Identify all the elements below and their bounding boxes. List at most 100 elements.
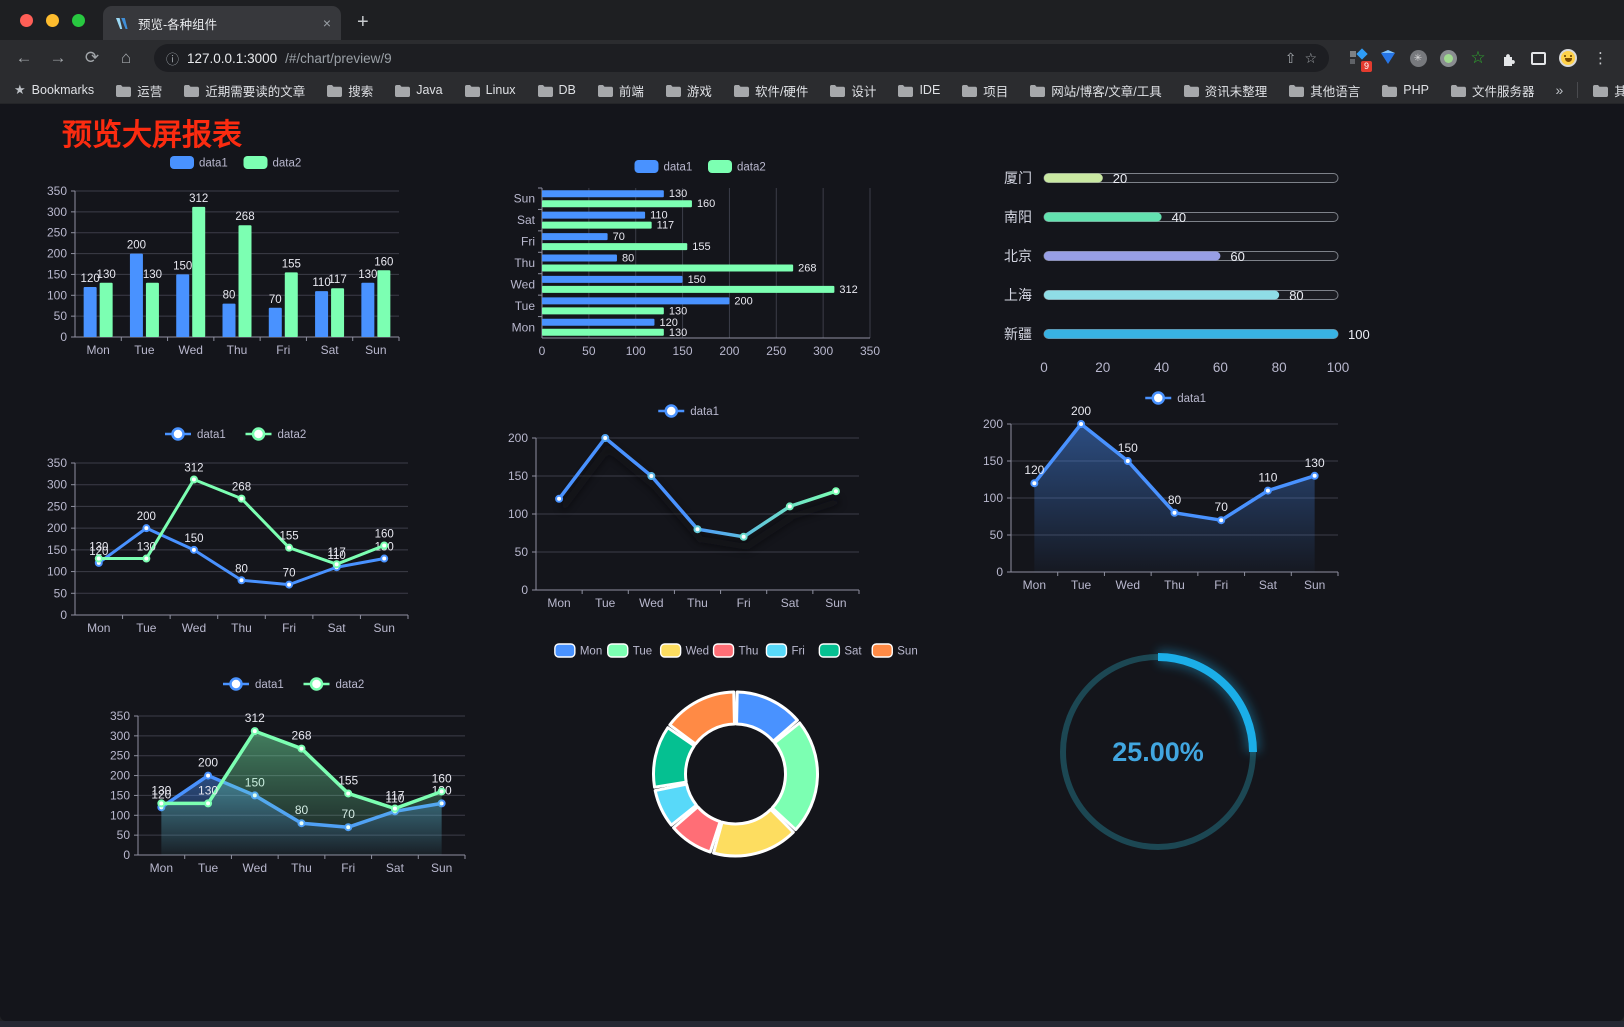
minimize-window-button[interactable] xyxy=(46,13,59,27)
svg-text:80: 80 xyxy=(1289,288,1303,303)
svg-text:268: 268 xyxy=(291,729,311,743)
chart-area-two-series[interactable]: data1 data2 0 50 100 150 200 250 300 350 Mon Tue Wed… xyxy=(88,668,503,888)
bookmark-folder[interactable]: 搜索 xyxy=(326,81,373,100)
bookmark-folder[interactable]: 网站/博客/文章/工具 xyxy=(1029,81,1162,100)
folder-icon xyxy=(1030,84,1046,97)
svg-text:110: 110 xyxy=(312,277,330,289)
svg-text:0: 0 xyxy=(123,848,130,862)
pie-slice-Tue xyxy=(770,721,819,832)
series-data2: 130 130 312 268 155 117 160 xyxy=(97,193,393,337)
svg-text:北京: 北京 xyxy=(1004,248,1032,264)
chart-progress-bars[interactable]: 厦门 20 南阳 40 北京 60 上海 80 新疆 100 0 20 40 60 80 100 xyxy=(988,158,1373,388)
svg-text:Wed: Wed xyxy=(639,596,663,610)
folder-icon xyxy=(1382,84,1398,97)
pie-slice-Fri xyxy=(653,782,698,827)
svg-text:Sat: Sat xyxy=(1259,578,1278,592)
chart-area-single[interactable]: data1 0 50 100 150 200 Mon Tue Wed Thu Fri Sat Sun 12… xyxy=(975,386,1380,601)
reload-icon[interactable]: ⟳ xyxy=(84,48,100,67)
svg-text:117: 117 xyxy=(327,547,345,559)
svg-text:data1: data1 xyxy=(664,162,693,174)
bookmark-folder[interactable]: 项目 xyxy=(961,81,1008,100)
svg-text:120: 120 xyxy=(89,546,108,558)
series-data2: 130 130 312 268 155 117 160 xyxy=(89,463,394,569)
svg-text:110: 110 xyxy=(385,791,404,805)
bookmark-folder[interactable]: 文件服务器 xyxy=(1450,81,1534,100)
svg-text:150: 150 xyxy=(673,344,693,358)
bookmark-folder[interactable]: Java xyxy=(394,81,443,100)
home-icon[interactable]: ⌂ xyxy=(120,48,132,67)
bookmark-folder[interactable]: 近期需要读的文章 xyxy=(183,81,305,100)
svg-text:厦门: 厦门 xyxy=(1004,170,1032,186)
svg-text:Tue: Tue xyxy=(136,621,157,635)
bookmark-folder[interactable]: 软件/硬件 xyxy=(733,81,808,100)
site-info-icon[interactable]: ⓘ xyxy=(166,51,180,67)
window-bottom-edge xyxy=(0,1021,1624,1027)
svg-text:Thu: Thu xyxy=(514,256,535,270)
svg-text:150: 150 xyxy=(47,267,67,281)
svg-text:312: 312 xyxy=(839,284,857,296)
svg-text:50: 50 xyxy=(515,545,529,559)
bookmark-folder[interactable]: 前端 xyxy=(597,81,644,100)
legend: Mon Tue Wed Thu Fri Sat Sun xyxy=(554,643,918,658)
share-icon[interactable]: ⇧ xyxy=(1284,49,1297,66)
address-bar[interactable]: ⓘ 127.0.0.1:3000 /#/chart/preview/9 ⇧ ☆ xyxy=(154,44,1329,72)
bookmark-folder[interactable]: Linux xyxy=(464,81,516,100)
svg-text:Wed: Wed xyxy=(243,861,267,875)
bookmark-folder[interactable]: 其他语言 xyxy=(1288,81,1360,100)
browser-tab[interactable]: 预览-各种组件 × xyxy=(103,6,341,40)
svg-text:data2: data2 xyxy=(336,679,365,691)
bookmark-folder[interactable]: 设计 xyxy=(829,81,876,100)
back-icon[interactable]: ← xyxy=(15,48,33,67)
forward-icon[interactable]: → xyxy=(49,48,67,67)
chart-horizontal-bar[interactable]: data1 data2 0 50 100 150 200 250 300 350 Mon 120 130… xyxy=(498,150,906,368)
svg-text:70: 70 xyxy=(269,294,282,306)
chart-gradient-line[interactable]: data1 0 50 100 150 200 Mon Tue Wed Thu Fri Sat Sun xyxy=(488,398,893,613)
bookmarks-manager[interactable]: ★ Bookmarks xyxy=(14,82,94,98)
svg-text:60: 60 xyxy=(1213,360,1228,375)
bookmark-star-icon[interactable]: ☆ xyxy=(1304,49,1317,66)
new-tab-button[interactable]: + xyxy=(357,11,369,33)
svg-text:250: 250 xyxy=(110,749,130,763)
svg-text:130: 130 xyxy=(137,542,156,554)
extension-star-icon[interactable]: ☆ xyxy=(1470,48,1486,67)
bookmark-folder[interactable]: 运营 xyxy=(115,81,162,100)
extension-gem-icon[interactable] xyxy=(1379,49,1397,67)
chart-line-two-series[interactable]: data1 data2 0 50 100 150 200 250 300 350 Mon Tue Wed… xyxy=(30,418,445,638)
series-data2: 130 130 312 268 155 117 160 xyxy=(151,711,452,855)
close-window-button[interactable] xyxy=(20,13,33,27)
svg-text:268: 268 xyxy=(232,482,251,494)
svg-text:130: 130 xyxy=(1305,456,1325,470)
bookmark-folder[interactable]: PHP xyxy=(1381,81,1429,100)
side-panel-icon[interactable] xyxy=(1529,49,1547,67)
maximize-window-button[interactable] xyxy=(72,13,85,27)
extension-disabled-icon[interactable]: ✳ xyxy=(1409,49,1427,67)
series-data1: 120 200 150 80 70 110 130 xyxy=(1024,404,1325,572)
svg-text:130: 130 xyxy=(669,327,687,339)
chart-grouped-bar[interactable]: data1 data2 0 50 100 150 200 250 300 350 Mon Tue Wed… xyxy=(30,146,445,366)
bookmarks-overflow-chevron[interactable]: » xyxy=(1555,82,1564,98)
svg-text:268: 268 xyxy=(798,263,816,275)
svg-text:Sun: Sun xyxy=(431,861,452,875)
svg-text:0: 0 xyxy=(521,583,528,597)
chart-gauge[interactable]: 25.00% xyxy=(1038,638,1278,868)
svg-text:上海: 上海 xyxy=(1004,287,1032,303)
svg-text:Sun: Sun xyxy=(365,343,386,357)
bookmark-folder[interactable]: 资讯未整理 xyxy=(1183,81,1267,100)
bookmark-folder[interactable]: DB xyxy=(537,81,576,100)
browser-menu-icon[interactable]: ⋮ xyxy=(1593,50,1608,67)
svg-text:Fri: Fri xyxy=(341,861,355,875)
chart-donut[interactable]: Mon Tue Wed Thu Fri Sat Sun xyxy=(533,636,938,871)
tab-close-icon[interactable]: × xyxy=(322,15,331,31)
profile-avatar[interactable] xyxy=(1559,49,1577,67)
folder-icon xyxy=(537,84,553,97)
extension-blocks-icon[interactable]: 9 xyxy=(1349,48,1372,72)
other-bookmarks-folder[interactable]: 其他书签 xyxy=(1592,81,1624,100)
svg-text:150: 150 xyxy=(983,454,1003,468)
folder-icon xyxy=(464,84,480,97)
extensions-puzzle-icon[interactable] xyxy=(1499,49,1517,67)
bookmark-folder[interactable]: IDE xyxy=(897,81,940,100)
bookmark-folder[interactable]: 游戏 xyxy=(665,81,712,100)
extension-green-dot-icon[interactable] xyxy=(1439,49,1457,67)
svg-text:新疆: 新疆 xyxy=(1004,326,1032,342)
